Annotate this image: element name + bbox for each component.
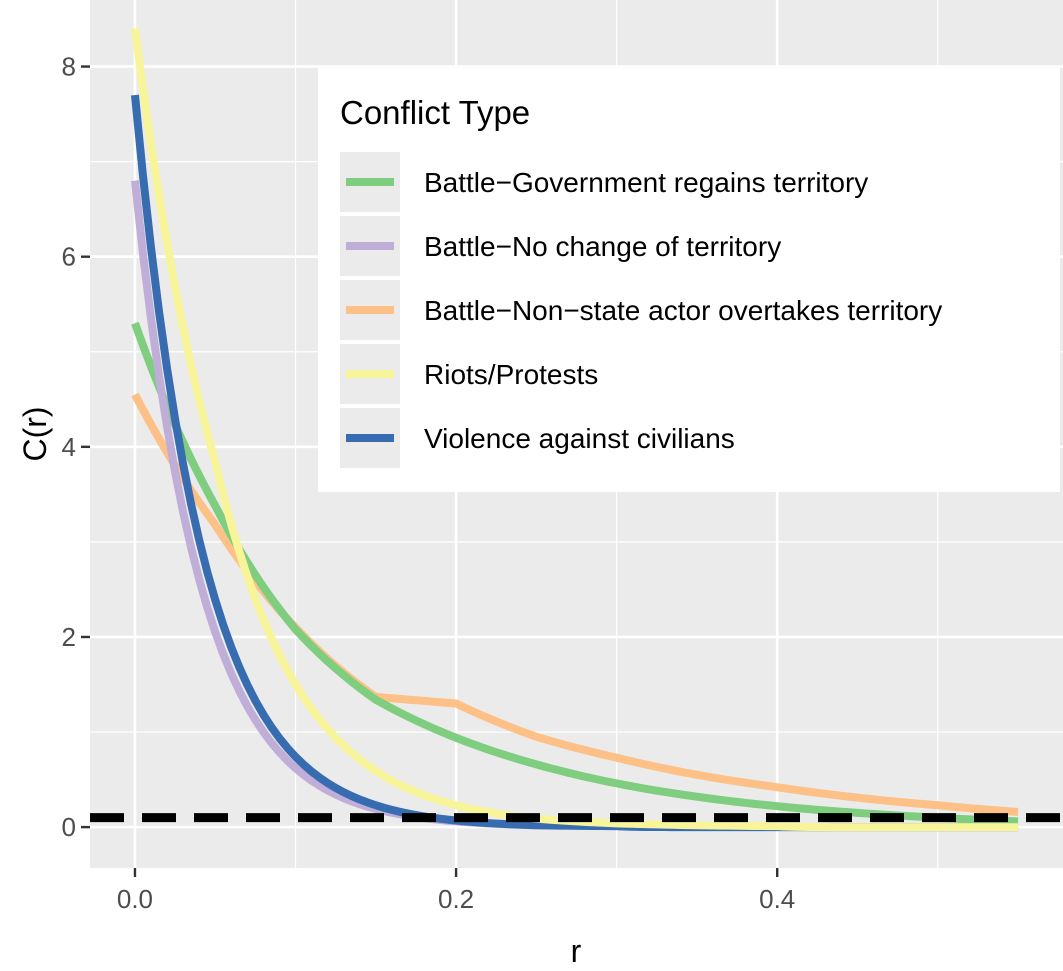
series-lines (130, 27, 1019, 832)
legend-label: Battle−Non−state actor overtakes territo… (424, 295, 942, 326)
legend-items: Battle−Government regains territory Battl… (340, 152, 942, 468)
y-axis-title: C(r) (17, 406, 53, 461)
y-tick-label: 4 (62, 432, 76, 462)
x-tick-label: 0.4 (759, 884, 795, 914)
y-tick-label: 6 (62, 242, 76, 272)
legend-background (318, 68, 1060, 492)
y-tick-label: 8 (62, 52, 76, 82)
x-axis-title: r (571, 933, 582, 969)
x-axis: 0.0 0.2 0.4 (117, 868, 795, 914)
x-tick-label: 0.2 (438, 884, 474, 914)
legend-label: Battle−Government regains territory (424, 167, 868, 198)
y-tick-label: 2 (62, 622, 76, 652)
legend-title: Conflict Type (340, 94, 530, 131)
x-tick-label: 0.0 (117, 884, 153, 914)
legend: Conflict Type Battle−Government regains … (318, 68, 1060, 492)
y-axis: 0 2 4 6 8 (62, 52, 90, 842)
legend-label: Riots/Protests (424, 359, 598, 390)
legend-label: Violence against civilians (424, 423, 735, 454)
legend-label: Battle−No change of territory (424, 231, 781, 262)
y-tick-label: 0 (62, 812, 76, 842)
